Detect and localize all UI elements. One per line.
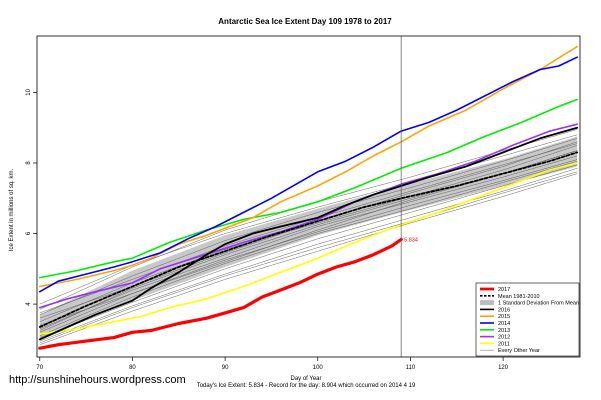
x-tick-label: 90	[222, 365, 229, 371]
every-other-year-line	[39, 164, 578, 338]
y-tick-label: 8	[26, 161, 32, 165]
current-value-annotation: 5.834	[404, 237, 418, 243]
x-axis-label: Day of Year	[290, 376, 321, 382]
legend-label: 2013	[498, 328, 510, 334]
footnote: Today's Ice Extent: 5.834 - Record for t…	[197, 383, 416, 389]
plot-frame	[36, 35, 581, 358]
legend-label: 2017	[498, 287, 510, 293]
legend-label: Mean 1981-2010	[498, 294, 540, 300]
series-line-2012	[38, 123, 579, 309]
every-other-year-line	[39, 168, 578, 342]
series-line-2013	[38, 98, 579, 279]
x-tick-label: 100	[313, 365, 324, 371]
series-line-mean-1981-2010	[38, 151, 579, 328]
y-tick-label: 4	[26, 302, 32, 306]
x-axis-ticks: 70 80 90 100 110 120	[36, 357, 509, 371]
x-tick-label: 80	[129, 365, 136, 371]
y-tick-label: 10	[26, 88, 32, 95]
legend-label: Every Other Year	[498, 348, 540, 354]
y-tick-label: 6	[26, 231, 32, 235]
legend-label: 2011	[498, 341, 510, 347]
series-line-2016	[38, 126, 579, 341]
legend-label: 2016	[498, 307, 510, 313]
legend-swatch	[480, 300, 494, 306]
legend-label: 1 Standard Deviation From Mean	[498, 301, 579, 307]
every-other-year-line	[39, 155, 578, 330]
every-other-year-line	[39, 138, 578, 315]
series-line-2014	[38, 56, 579, 293]
x-tick-label: 120	[498, 365, 509, 371]
chart-title: Antarctic Sea Ice Extent Day 109 1978 to…	[218, 17, 392, 26]
x-tick-label: 110	[406, 365, 416, 371]
y-axis-label: Ice Extent in millions of sq. km.	[9, 168, 15, 251]
series-line-2011	[38, 162, 579, 335]
watermark-url: http://sunshinehours.wordpress.com	[9, 374, 186, 386]
every-other-year-line	[39, 160, 578, 337]
legend-label: 2012	[498, 335, 510, 341]
every-other-year-line	[39, 171, 578, 344]
y-axis-ticks: 4 6 8 10	[26, 88, 37, 306]
every-other-year-line	[39, 173, 578, 345]
legend-label: 2015	[498, 314, 510, 320]
series-line-2015	[38, 45, 579, 288]
series-line-2017	[38, 237, 403, 350]
legend-label: 2014	[498, 321, 510, 327]
x-tick-label: 70	[36, 365, 43, 371]
series-layer	[38, 45, 579, 350]
